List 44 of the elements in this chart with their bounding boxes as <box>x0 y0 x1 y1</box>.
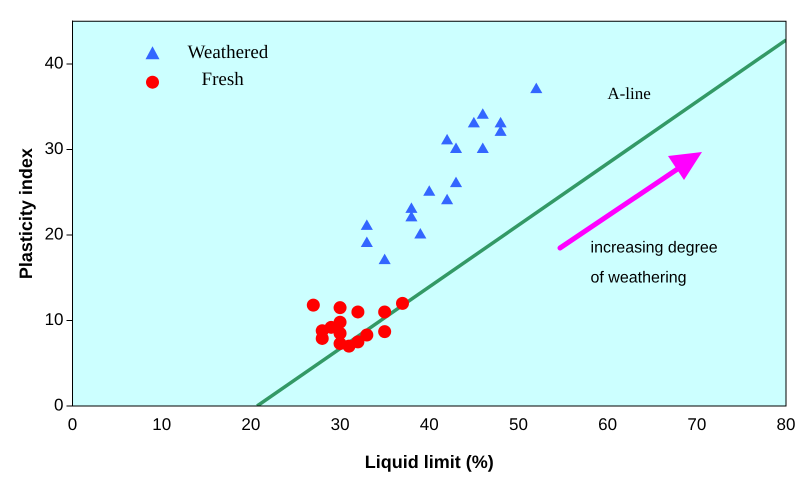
point <box>360 236 373 248</box>
y-axis-title: Plasticity index <box>16 148 36 280</box>
point <box>530 82 542 94</box>
point <box>360 328 374 342</box>
x-axis-title: Liquid limit (%) <box>364 452 494 472</box>
point <box>360 219 373 230</box>
point <box>450 142 462 153</box>
x-tick-label: 10 <box>152 414 172 434</box>
point <box>334 301 347 314</box>
x-tick-label: 20 <box>241 414 260 434</box>
y-tick-label: 20 <box>44 224 64 244</box>
point <box>351 305 364 318</box>
point <box>378 325 392 338</box>
annotation: increasing degree of weathering <box>590 240 718 287</box>
legend-label: Fresh <box>202 69 244 90</box>
point <box>351 335 364 348</box>
annotation: A-line <box>607 84 651 103</box>
legend-label: Weathered <box>188 42 269 64</box>
point <box>396 296 409 310</box>
point <box>476 142 489 153</box>
x-tick-label: 80 <box>776 414 796 434</box>
point <box>405 202 418 213</box>
point <box>441 134 454 144</box>
y-tick-label: 10 <box>44 310 64 330</box>
y-tick-label: 30 <box>44 139 64 158</box>
point <box>334 316 347 329</box>
point <box>494 116 507 128</box>
point <box>306 298 320 312</box>
x-tick-label: 40 <box>420 414 439 434</box>
point <box>378 254 391 264</box>
point <box>441 194 454 204</box>
x-tick-label: 60 <box>598 414 618 434</box>
point <box>378 305 392 318</box>
x-tick-label: 30 <box>330 414 350 434</box>
x-tick-label: 50 <box>508 414 528 434</box>
point <box>468 116 480 128</box>
point <box>450 176 462 188</box>
y-tick-label: 0 <box>54 396 64 415</box>
point <box>476 108 489 119</box>
point <box>414 228 426 238</box>
x-tick-label: 0 <box>68 414 78 434</box>
point <box>423 185 436 196</box>
x-tick-label: 70 <box>687 414 706 434</box>
y-tick-label: 40 <box>44 54 64 73</box>
